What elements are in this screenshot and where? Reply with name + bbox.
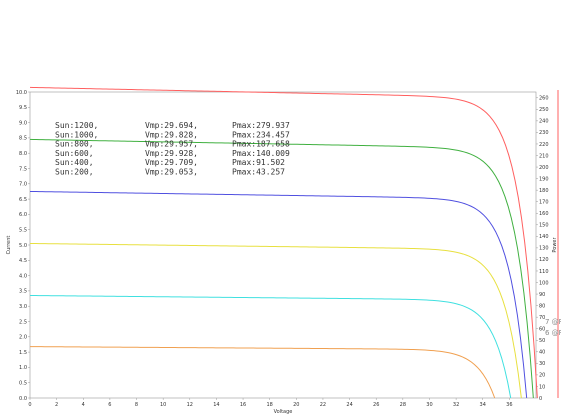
x-tick-label: 36 (506, 402, 512, 408)
y-tick-label: 7.0 (19, 182, 27, 188)
legend-sun-label: Sun:1000, (55, 130, 98, 139)
x-tick-label: 16 (240, 402, 246, 408)
y2-tick-label: 40 (539, 350, 545, 356)
y2-tick-label: 110 (539, 269, 549, 275)
legend-vmp-label: Vmp:29.053, (145, 168, 198, 177)
x-tick-label: 4 (82, 402, 85, 408)
legend-pmax-label: Pmax:187.658 (232, 140, 290, 149)
y2-tick-label: 10 (539, 384, 545, 390)
y2-tick-label: 260 (539, 96, 549, 102)
x-tick-label: 20 (293, 402, 299, 408)
annotation-1: 7 @Fi (545, 318, 561, 326)
y2-tick-label: 230 (539, 130, 549, 136)
y-tick-label: 4.0 (19, 273, 27, 279)
y-tick-label: 0.5 (19, 381, 27, 387)
legend-vmp-label: Vmp:29.709, (145, 158, 198, 167)
y-tick-label: 0.0 (19, 396, 27, 402)
legend-sun-label: Sun:400, (55, 158, 94, 167)
legend-pmax-label: Pmax:91.502 (232, 158, 285, 167)
iv-curve-sun800 (29, 190, 528, 399)
iv-curve-sun600 (29, 242, 522, 399)
x-tick-label: 12 (187, 402, 193, 408)
x-tick-label: 28 (400, 402, 406, 408)
legend-vmp-label: Vmp:29.928, (145, 149, 198, 158)
y2-tick-label: 150 (539, 223, 549, 229)
y2-tick-label: 120 (539, 257, 549, 263)
x-tick-label: 32 (453, 402, 459, 408)
y-tick-label: 5.5 (19, 228, 27, 234)
y2-tick-label: 170 (539, 199, 549, 205)
iv-curve-sun1000 (29, 138, 534, 399)
legend-sun-label: Sun:200, (55, 168, 94, 177)
y2-tick-label: 20 (539, 373, 545, 379)
legend-pmax-label: Pmax:234.457 (232, 130, 290, 139)
y2-tick-label: 30 (539, 361, 545, 367)
x-tick-label: 24 (346, 402, 352, 408)
iv-curve-sun200 (29, 346, 496, 399)
legend-pmax-label: Pmax:43.257 (232, 168, 285, 177)
y-tick-label: 1.5 (19, 350, 27, 356)
y-axis-label: Current (6, 236, 12, 255)
y-tick-label: 2.5 (19, 319, 27, 325)
y2-tick-label: 200 (539, 165, 549, 171)
legend-vmp-label: Vmp:29.694, (145, 121, 198, 130)
x-tick-label: 18 (266, 402, 272, 408)
y-tick-label: 9.0 (19, 120, 27, 126)
x-tick-label: 8 (135, 402, 138, 408)
y2-tick-label: 50 (539, 338, 545, 344)
legend-sun-label: Sun:800, (55, 140, 94, 149)
y-tick-label: 7.5 (19, 166, 27, 172)
legend-vmp-label: Vmp:29.828, (145, 130, 198, 139)
legend-sun-label: Sun:1200, (55, 121, 98, 130)
y-tick-label: 3.0 (19, 304, 27, 310)
y2-tick-label: 220 (539, 142, 549, 148)
y2-tick-label: 90 (539, 292, 545, 298)
y2-tick-label: 80 (539, 303, 545, 309)
y2-tick-label: 210 (539, 153, 549, 159)
y2-tick-label: 130 (539, 246, 549, 252)
y-tick-label: 9.5 (19, 105, 27, 111)
legend-vmp-label: Vmp:29.957, (145, 140, 198, 149)
y-tick-label: 3.5 (19, 289, 27, 295)
y-tick-label: 6.5 (19, 197, 27, 203)
y-tick-label: 6.0 (19, 212, 27, 218)
x-tick-label: 26 (373, 402, 379, 408)
y2-tick-label: 160 (539, 211, 549, 217)
y2-tick-label: 140 (539, 234, 549, 240)
x-tick-label: 30 (426, 402, 432, 408)
x-tick-label: 14 (213, 402, 219, 408)
x-tick-label: 2 (55, 402, 58, 408)
x-tick-label: 22 (320, 402, 326, 408)
y-tick-label: 5.0 (19, 243, 27, 249)
x-tick-label: 34 (480, 402, 486, 408)
y2-tick-label: 0 (539, 396, 542, 402)
y2-tick-label: 190 (539, 176, 549, 182)
y2-tick-label: 60 (539, 327, 545, 333)
y-tick-label: 1.0 (19, 365, 27, 371)
y2-tick-label: 70 (539, 315, 545, 321)
legend-pmax-label: Pmax:140.009 (232, 149, 290, 158)
y2-tick-label: 180 (539, 188, 549, 194)
iv-curve-sun400 (29, 294, 512, 399)
x-tick-label: 10 (160, 402, 166, 408)
y-tick-label: 4.5 (19, 258, 27, 264)
y-tick-label: 10.0 (16, 90, 27, 96)
legend-pmax-label: Pmax:279.937 (232, 121, 290, 130)
y2-tick-label: 250 (539, 107, 549, 113)
y2-tick-label: 240 (539, 119, 549, 125)
y-tick-label: 8.0 (19, 151, 27, 157)
y-tick-label: 8.5 (19, 136, 27, 142)
y2-axis-label: Power (552, 237, 558, 253)
legend-sun-label: Sun:600, (55, 149, 94, 158)
x-tick-label: 0 (28, 402, 31, 408)
y-tick-label: 2.0 (19, 335, 27, 341)
iv-curve-sun1200 (29, 86, 538, 399)
y2-tick-label: 100 (539, 280, 549, 286)
x-tick-label: 6 (108, 402, 111, 408)
annotation-2: 6 @Fi (545, 329, 561, 337)
x-axis-label: Voltage (274, 409, 293, 415)
